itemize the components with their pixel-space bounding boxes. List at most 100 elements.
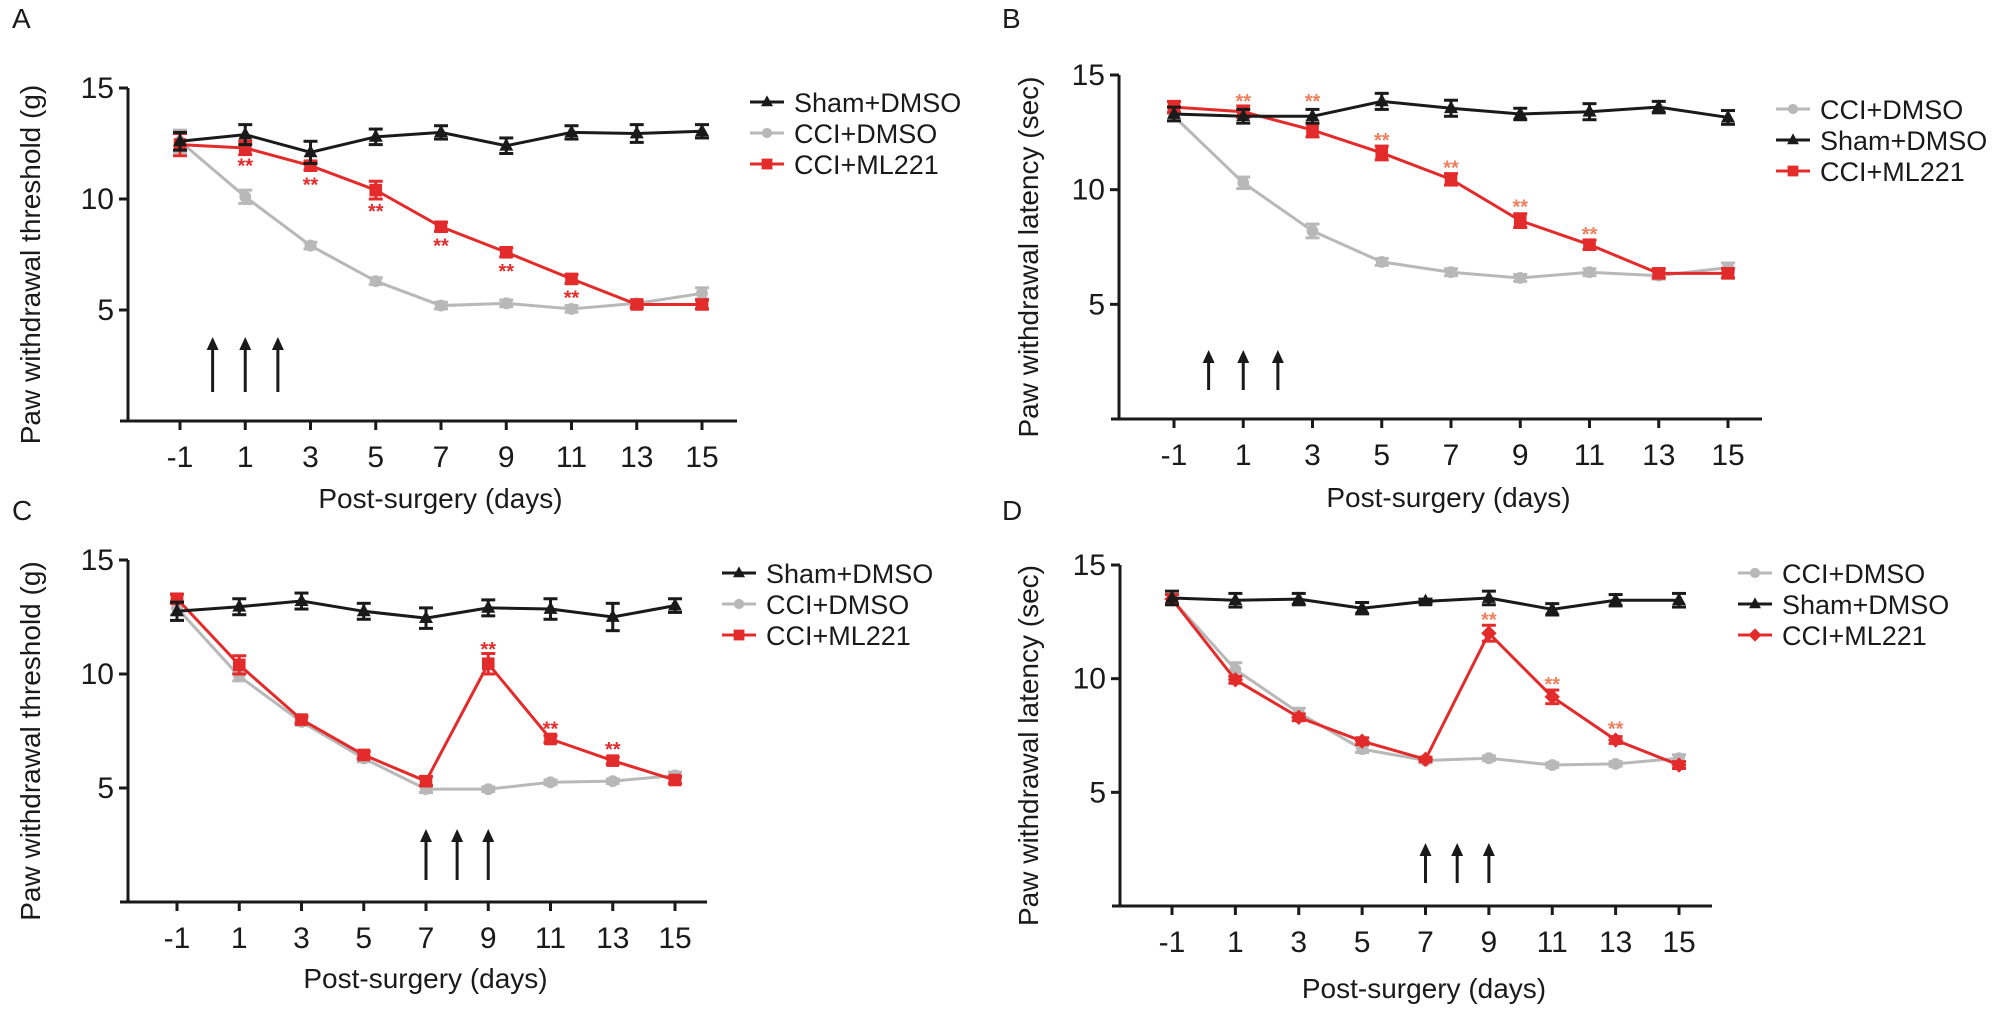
x-tick-label: 5 [1354,926,1371,959]
significance-label: ** [1582,224,1598,246]
data-point [1608,592,1623,606]
data-point [1513,106,1528,119]
data-point [238,126,253,140]
series-ml221 [1167,99,1735,280]
arrow-head [1237,350,1250,363]
series-cci-dmso [1167,110,1735,284]
arrow-head [451,829,464,842]
treatment-arrow-icon [420,829,432,880]
data-point [481,600,496,613]
x-tick-label: 7 [1417,926,1434,959]
data-point [1167,106,1181,119]
x-axis-label: Post-surgery (days) [318,483,562,514]
data-point [564,124,579,138]
legend-marker [1749,597,1761,609]
data-point [1652,267,1666,280]
panel-letter: C [12,495,32,526]
data-point [1354,733,1370,749]
data-point [1356,743,1369,756]
legend-label: CCI+ML221 [794,150,939,180]
data-point [668,773,682,787]
treatment-arrow-icon [1237,350,1250,390]
data-point [1482,752,1495,765]
data-point [696,287,708,300]
data-point [1236,108,1251,122]
series-cci-dmso [173,128,709,315]
data-point [435,299,447,312]
data-point [1721,109,1735,123]
data-point [1375,255,1388,268]
arrow-head [239,337,252,350]
y-axis-label: Paw withdrawal latency (sec) [1013,565,1044,926]
significance-label: ** [368,201,384,223]
legend-item: CCI+DMSO [750,119,937,149]
data-point [481,657,495,671]
x-tick-label: 13 [1599,926,1632,959]
x-tick-label: 9 [480,922,497,955]
data-point [544,732,557,746]
data-point [499,245,513,259]
significance-label: ** [605,739,621,761]
data-point [606,754,620,767]
data-point [1651,99,1666,113]
data-point [1165,590,1179,603]
data-point [1445,266,1457,279]
treatment-arrow-icon [239,337,252,392]
data-point [232,599,247,612]
y-tick-label: 5 [97,294,114,327]
data-point [1355,600,1370,614]
legend-marker [1748,628,1762,642]
series-sham [173,123,709,165]
data-point [1513,214,1527,227]
legend-marker [733,566,745,578]
data-point [605,609,620,622]
significance-label: ** [498,261,514,283]
legend-marker [761,127,773,139]
data-point [1545,601,1560,615]
y-tick-label: 15 [1072,59,1105,92]
data-point [434,220,448,234]
data-point [1374,93,1389,107]
significance-label: ** [237,156,253,178]
significance-label: ** [1374,130,1390,152]
legend-item: CCI+DMSO [722,590,909,620]
x-tick-label: 13 [1642,439,1675,472]
x-tick-label: 1 [1235,439,1252,472]
panel-letter: D [1002,495,1022,526]
x-tick-label: 15 [1711,439,1744,472]
significance-label: ** [303,174,319,196]
treatment-arrow-icon [1271,350,1284,390]
series-line [1170,598,1680,767]
series-sham [1165,589,1686,617]
data-point [629,125,644,139]
legend-marker [1787,103,1799,115]
data-point [1417,751,1434,768]
data-point [668,597,682,611]
data-point [1228,592,1243,606]
x-axis-label: Post-surgery (days) [1326,482,1570,513]
series-line [1172,115,1729,280]
legend-item: Sham+DMSO [750,88,961,118]
data-point [1672,592,1686,606]
x-tick-label: 11 [1574,439,1605,472]
x-tick-label: 5 [355,922,372,955]
y-axis-label: Paw withdrawal threshold (g) [15,561,46,921]
legend-item: CCI+ML221 [750,150,939,180]
data-point [1291,709,1307,726]
data-point [368,129,383,142]
data-point [303,144,318,158]
x-axis-label: Post-surgery (days) [1302,973,1546,1004]
data-point [239,190,252,203]
data-point [695,298,709,311]
data-point [232,658,246,672]
data-point [1291,591,1306,604]
x-tick-label: -1 [167,441,194,474]
data-point [304,239,317,252]
arrow-head [482,829,495,842]
x-tick-label: 15 [1662,926,1695,959]
data-point [544,776,557,789]
legend-label: CCI+ML221 [1782,621,1927,651]
series-ml221 [1164,591,1687,773]
